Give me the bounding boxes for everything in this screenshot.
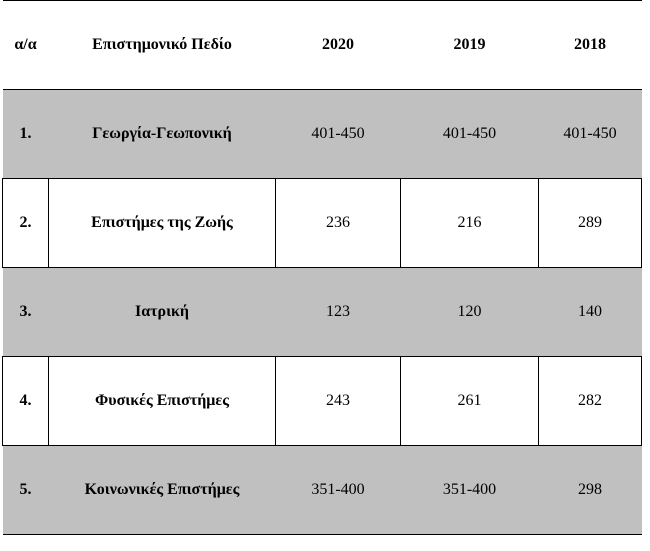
header-2020: 2020 xyxy=(275,0,401,90)
row-index: 3. xyxy=(2,267,49,357)
row-field: Κοινωνικές Επιστήμες xyxy=(48,445,276,535)
header-2018: 2018 xyxy=(538,0,642,90)
row-index: 5. xyxy=(2,445,49,535)
row-field: Ιατρική xyxy=(48,267,276,357)
row-field: Γεωργία-Γεωπονική xyxy=(48,89,276,179)
row-field: Επιστήμες της Ζωής xyxy=(48,178,276,268)
row-2018: 289 xyxy=(538,178,642,268)
rankings-table: α/α Επιστημονικό Πεδίο 2020 2019 2018 1.… xyxy=(2,0,642,535)
row-2020: 351-400 xyxy=(275,445,401,535)
table-row: 2. Επιστήμες της Ζωής 236 216 289 xyxy=(2,178,642,268)
row-2019: 120 xyxy=(400,267,539,357)
table-row: 4. Φυσικές Επιστήμες 243 261 282 xyxy=(2,356,642,446)
row-2020: 236 xyxy=(275,178,401,268)
row-2018: 298 xyxy=(538,445,642,535)
row-2018: 282 xyxy=(538,356,642,446)
row-2020: 401-450 xyxy=(275,89,401,179)
row-index: 2. xyxy=(2,178,49,268)
header-field: Επιστημονικό Πεδίο xyxy=(48,0,276,90)
row-2019: 261 xyxy=(400,356,539,446)
row-index: 4. xyxy=(2,356,49,446)
row-index: 1. xyxy=(2,89,49,179)
row-2018: 401-450 xyxy=(538,89,642,179)
table-row: 1. Γεωργία-Γεωπονική 401-450 401-450 401… xyxy=(2,89,642,179)
header-2019: 2019 xyxy=(400,0,539,90)
row-field: Φυσικές Επιστήμες xyxy=(48,356,276,446)
row-2020: 243 xyxy=(275,356,401,446)
table-row: 3. Ιατρική 123 120 140 xyxy=(2,267,642,357)
row-2020: 123 xyxy=(275,267,401,357)
header-row: α/α Επιστημονικό Πεδίο 2020 2019 2018 xyxy=(2,0,642,90)
row-2019: 216 xyxy=(400,178,539,268)
row-2018: 140 xyxy=(538,267,642,357)
row-2019: 351-400 xyxy=(400,445,539,535)
table-row: 5. Κοινωνικές Επιστήμες 351-400 351-400 … xyxy=(2,445,642,535)
row-2019: 401-450 xyxy=(400,89,539,179)
header-index: α/α xyxy=(2,0,49,90)
